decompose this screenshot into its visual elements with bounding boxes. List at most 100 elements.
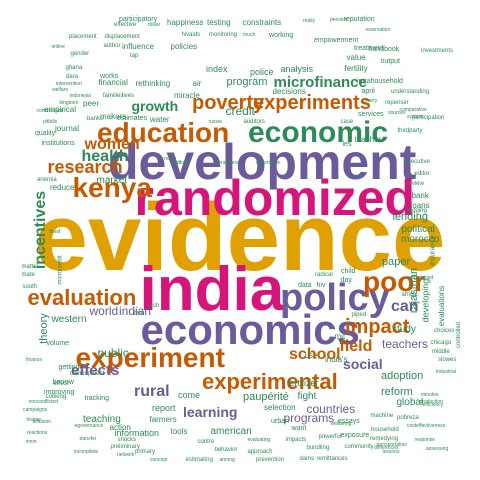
word-network: network <box>117 451 135 458</box>
word-dara: dara <box>66 74 79 80</box>
word-bank: bank <box>411 191 429 200</box>
word-mate: mate <box>21 272 35 278</box>
word-index: index <box>206 63 228 74</box>
word-concept: concept <box>150 456 168 463</box>
word-poor: poor <box>363 266 426 297</box>
word-case: case <box>340 119 354 125</box>
word-response: response <box>414 436 436 443</box>
word-participatory: participatory <box>119 15 158 23</box>
word-really: really <box>303 17 315 24</box>
word-treatment: treatment <box>354 44 384 52</box>
word-urban: urban <box>271 417 289 425</box>
word-programs: programs <box>283 411 335 425</box>
word-information: information <box>114 427 160 438</box>
word-american: american <box>210 426 252 437</box>
word-estimates: estimates <box>117 114 147 122</box>
word-works: works <box>100 72 119 80</box>
word-tap: tap <box>130 53 139 59</box>
word-want: want <box>291 424 307 432</box>
word-impacts: impacts <box>285 437 307 443</box>
word-experiment: experiment <box>75 342 225 373</box>
word-dollar: dollar <box>148 21 161 28</box>
word-powerful: powerful <box>318 434 342 440</box>
word-handbook: handbook <box>368 45 400 53</box>
word-output: output <box>380 57 400 65</box>
word-lives: lives <box>122 93 135 99</box>
word-rural: rural <box>134 383 170 400</box>
word-exposure: exposure <box>340 431 370 439</box>
word-transportation: transportation <box>376 441 408 448</box>
word-action: action <box>109 423 131 432</box>
word-research: research <box>47 157 123 177</box>
word-review: review <box>406 181 424 187</box>
word-experimental: experimental <box>202 369 338 394</box>
word-police: police <box>250 66 274 77</box>
word-africa: africa <box>401 292 417 298</box>
word-cooking: cooking <box>45 394 67 400</box>
word-transfer: transfer <box>79 435 97 442</box>
word-production: production <box>419 398 443 405</box>
word-morocco: morocco <box>401 234 440 245</box>
word-estimating: estimating <box>185 457 213 463</box>
word-tools: tools <box>170 427 188 436</box>
word-russia: russia <box>208 118 222 125</box>
word-pitfalls: pitfalls <box>43 118 58 125</box>
word-costeffectiveness: costeffectiveness <box>407 422 446 429</box>
word-study: study <box>392 324 416 335</box>
word-controlled: controlled <box>456 321 463 349</box>
word-industrial: industrial <box>436 368 457 375</box>
word-contre: contre <box>197 439 215 445</box>
word-online: online <box>51 43 65 50</box>
word-insurance: insurance <box>429 234 437 266</box>
word-placement: placement <box>69 34 97 40</box>
word-countries: countries <box>306 402 356 416</box>
word-welfare: welfare <box>52 86 69 93</box>
word-among: among <box>219 456 235 463</box>
word-paper: paper <box>382 255 411 268</box>
word-inform: inform <box>176 159 190 166</box>
word-program: program <box>226 75 268 88</box>
word-intrahousehold: intrahousehold <box>357 77 403 85</box>
word-value: value <box>346 53 366 62</box>
word-reservation: reservation <box>365 26 391 33</box>
word-preliminary: preliminary <box>110 444 140 450</box>
word-policy: policy <box>280 277 390 319</box>
word-public: public <box>97 346 129 360</box>
word-fight: fight <box>297 391 317 402</box>
word-system: system <box>407 113 423 120</box>
word-much: much <box>243 31 256 38</box>
word-mit: mit <box>334 332 346 341</box>
word-economics: economics <box>140 306 360 353</box>
word-interactions: interactions <box>213 159 239 166</box>
word-diffusion: diffusion <box>32 418 52 425</box>
word-farmers: farmers <box>149 415 177 424</box>
word-social: social <box>343 356 383 372</box>
word-poverty: poverty <box>192 92 265 114</box>
word-teacher: teacher <box>354 135 382 144</box>
word-participation: participation <box>412 115 445 121</box>
word-hivaids: hivaids <box>181 32 201 38</box>
word-assessing: assessing <box>426 445 449 452</box>
word-banks: banks <box>87 116 104 122</box>
word-report: report <box>152 402 176 413</box>
word-world: world <box>89 304 119 318</box>
word-tracking: tracking <box>84 394 110 402</box>
word-come: come <box>178 389 201 400</box>
word-finance: finance <box>26 356 43 363</box>
word-pension: pension <box>330 16 348 23</box>
word-fertility: fertility <box>344 64 368 73</box>
word-chicago: chicago <box>430 340 452 346</box>
word-institutions: institutions <box>41 139 75 147</box>
word-prevention: prevention <box>256 457 285 463</box>
word-matter: matter <box>21 264 39 270</box>
word-pobreza: pobreza <box>397 415 419 421</box>
word-comparative: comparative <box>399 106 427 113</box>
word-randomized: randomized <box>134 170 416 226</box>
word-les: les <box>342 140 352 148</box>
word-kenya: kenya <box>72 172 152 203</box>
word-shocks: shocks <box>117 437 137 443</box>
word-can: can <box>391 298 419 315</box>
word-community: community <box>344 444 374 450</box>
word-testing: testing <box>207 18 231 27</box>
